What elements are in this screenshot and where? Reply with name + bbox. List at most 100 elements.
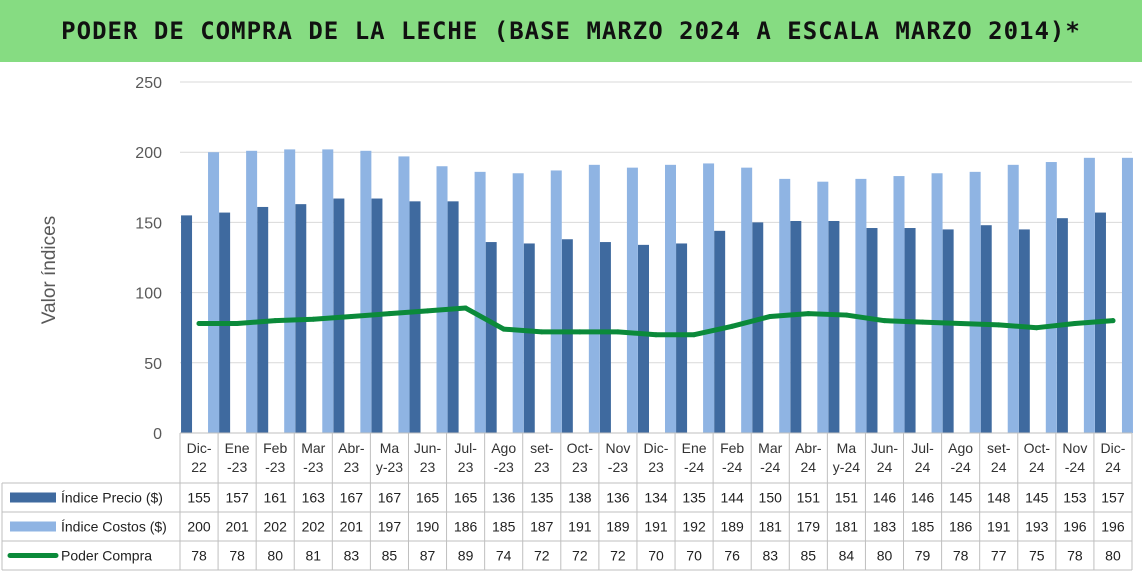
- bar-indice-costos: [398, 156, 410, 434]
- poder-compra-point: [272, 318, 278, 324]
- bar-indice-costos: [474, 171, 486, 433]
- table-cell: 161: [264, 490, 288, 506]
- bar-indice-costos: [817, 181, 829, 433]
- table-cell: 153: [1063, 490, 1087, 506]
- x-category-label: Ma y-24: [833, 440, 860, 475]
- bar-indice-precio: [942, 229, 954, 433]
- table-cell: 151: [835, 490, 859, 506]
- x-category-label: Jun- 23: [414, 440, 442, 475]
- bar-indice-costos: [855, 178, 867, 433]
- poder-compra-point: [958, 320, 964, 326]
- legend-swatch: [10, 521, 56, 532]
- x-category-label-line: Ago: [948, 440, 973, 456]
- x-category-label-line: Mar: [301, 440, 325, 456]
- bar-indice-costos: [741, 167, 753, 434]
- poder-compra-point: [577, 329, 583, 335]
- x-category-label: Nov -24: [1062, 440, 1087, 475]
- bar-indice-costos: [208, 152, 220, 433]
- table-cell: 165: [416, 490, 440, 506]
- x-category-label: Mar -24: [758, 440, 782, 475]
- y-tick-label: 50: [144, 356, 162, 373]
- table-cell: 74: [496, 548, 512, 564]
- bar-indice-costos: [1121, 157, 1133, 433]
- x-category-label-line: Ene: [225, 440, 250, 456]
- x-category-label-line: Mar: [758, 440, 782, 456]
- table-cell: 181: [835, 519, 859, 535]
- bar-indice-costos: [931, 173, 943, 433]
- table-cell: 151: [797, 490, 821, 506]
- bar-indice-precio: [599, 242, 611, 433]
- bar-indice-precio: [752, 222, 764, 433]
- table-cell: 192: [682, 519, 706, 535]
- bar-indice-precio: [1018, 229, 1030, 433]
- bar-indice-precio: [638, 244, 649, 433]
- poder-compra-point: [196, 320, 202, 326]
- table-cell: 135: [530, 490, 554, 506]
- table-cell: 186: [949, 519, 973, 535]
- table-cell: 83: [762, 548, 778, 564]
- table-cell: 80: [877, 548, 893, 564]
- x-category-label-line: 24: [991, 459, 1007, 475]
- x-category-label: Jun- 24: [871, 440, 899, 475]
- data-table: Dic- 22 Ene -23 Feb -23 Mar -23 Abr- 23 Ma y-23 Jun-…: [1, 432, 1133, 571]
- x-category-label: set- 24: [987, 440, 1011, 475]
- table-cell: 167: [340, 490, 364, 506]
- table-cell: 200: [187, 519, 211, 535]
- x-category-label-line: -24: [760, 459, 780, 475]
- table-cell: 70: [648, 548, 664, 564]
- table-cell: 138: [568, 490, 592, 506]
- poder-compra-point: [463, 305, 469, 311]
- table-cell: 191: [644, 519, 668, 535]
- chart-title: PODER DE COMPRA DE LA LECHE (BASE MARZO …: [61, 17, 1081, 45]
- table-cell: 85: [382, 548, 398, 564]
- x-category-label-line: Ma: [380, 440, 400, 456]
- x-category-label-line: Dic-: [644, 440, 669, 456]
- bar-indice-precio: [181, 215, 193, 433]
- bar-indice-costos: [665, 164, 676, 433]
- bar-indice-costos: [284, 149, 296, 433]
- x-category-label: Ago -24: [948, 440, 973, 475]
- table-cell: 186: [454, 519, 478, 535]
- table-cell: 157: [225, 490, 249, 506]
- bar-indice-costos: [322, 149, 334, 433]
- table-cell: 189: [606, 519, 630, 535]
- bar-indice-precio: [447, 201, 459, 433]
- table-cell: 85: [801, 548, 817, 564]
- series-name: Poder Compra: [61, 548, 152, 564]
- bar-indice-precio: [828, 220, 840, 433]
- x-category-label: Ma y-23: [376, 440, 403, 475]
- table-cell: 187: [530, 519, 554, 535]
- y-tick-label: 150: [135, 215, 162, 232]
- table-cell: 81: [305, 548, 321, 564]
- bar-indice-costos: [779, 178, 791, 433]
- x-category-label-line: Jun-: [414, 440, 442, 456]
- table-cell: 70: [686, 548, 702, 564]
- table-cell: 134: [644, 490, 668, 506]
- poder-compra-point: [1110, 318, 1116, 324]
- table-cell: 136: [492, 490, 516, 506]
- poder-compra-point: [805, 311, 811, 317]
- poder-compra-point: [1034, 325, 1040, 331]
- x-category-label-line: 24: [877, 459, 893, 475]
- poder-compra-point: [615, 329, 621, 335]
- table-cell: 185: [911, 519, 935, 535]
- table-cell: 146: [911, 490, 935, 506]
- bar-indice-precio: [980, 225, 992, 433]
- x-category-label-line: 23: [534, 459, 550, 475]
- bar-indice-costos: [550, 170, 562, 433]
- x-category-label-line: 23: [420, 459, 436, 475]
- x-category-label: Ene -23: [225, 440, 250, 475]
- bar-indice-costos: [588, 164, 600, 433]
- x-category-label-line: -23: [227, 459, 247, 475]
- x-category-label: Oct- 24: [1024, 440, 1051, 475]
- table-cell: 191: [568, 519, 592, 535]
- table-cell: 145: [949, 490, 973, 506]
- table-cell: 72: [534, 548, 550, 564]
- x-category-label-line: Ma: [837, 440, 857, 456]
- x-category-label-line: 23: [458, 459, 474, 475]
- table-cell: 75: [1029, 548, 1045, 564]
- x-category-label-line: Abr-: [338, 440, 365, 456]
- table-cell: 72: [610, 548, 626, 564]
- bar-indice-costos: [703, 163, 715, 433]
- table-cell: 78: [953, 548, 969, 564]
